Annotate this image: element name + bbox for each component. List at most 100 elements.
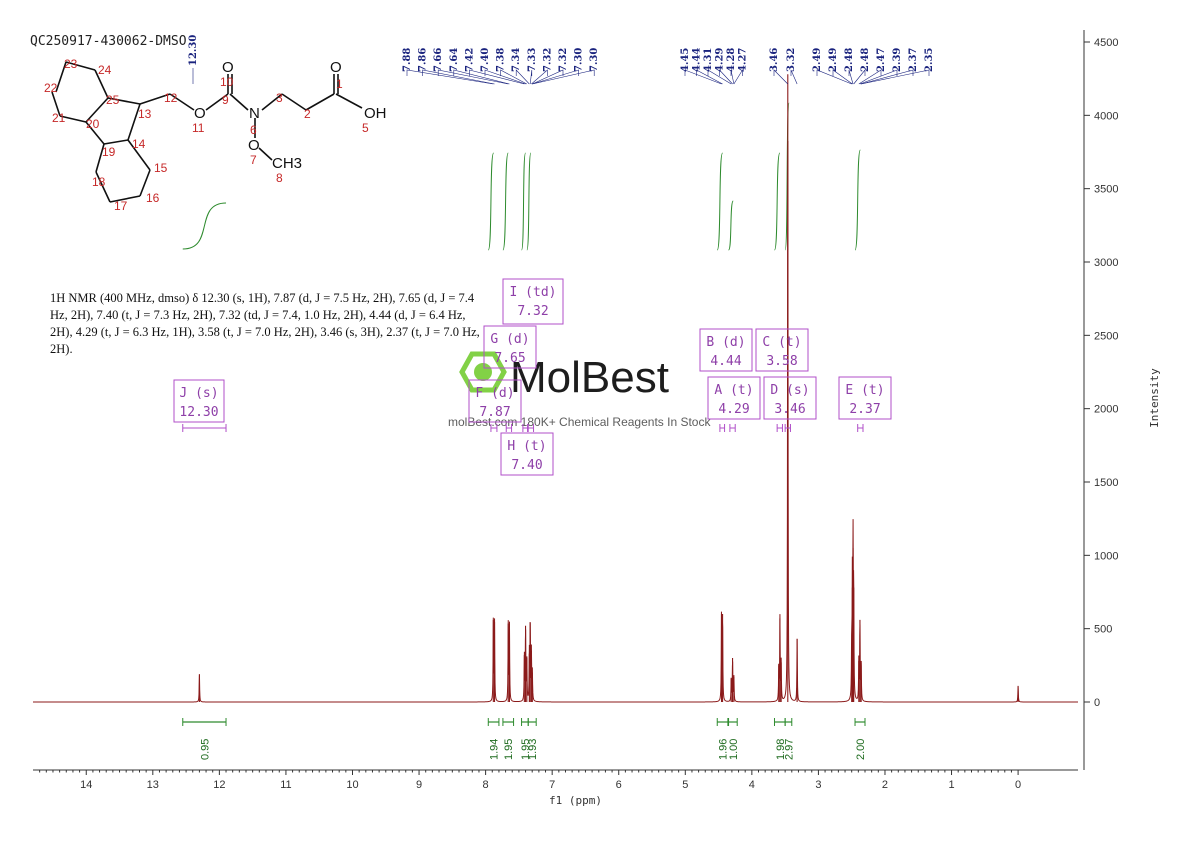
peak-label: 4.31 — [703, 48, 714, 72]
peak-label-leader — [515, 69, 530, 85]
y-tick-label: 0 — [1094, 697, 1100, 709]
svg-text:18: 18 — [92, 175, 106, 189]
svg-text:11: 11 — [192, 121, 205, 135]
peak-label-leader — [531, 69, 548, 85]
x-tick-label: 10 — [346, 779, 358, 791]
integral-value: 1.96 — [718, 739, 730, 760]
multiplet-label: B (d) — [706, 335, 745, 350]
peak-label: 7.32 — [542, 48, 553, 72]
svg-text:CH3: CH3 — [272, 155, 302, 172]
y-tick-label: 3500 — [1094, 184, 1118, 196]
sample-id: QC250917-430062-DMSO — [30, 34, 187, 49]
integral-curve — [487, 152, 495, 251]
x-tick-label: 1 — [948, 779, 954, 791]
peak-label: 7.30 — [574, 48, 585, 72]
x-tick-label: 6 — [616, 779, 622, 791]
peak-label-leader — [773, 69, 789, 85]
peak-label: 2.39 — [892, 48, 903, 72]
integral-bars: 0.95 1.94 1.95 1.951.93 1.961.00 1.982.97 2.00 — [182, 718, 867, 760]
peak-label: 7.64 — [449, 48, 460, 72]
peak-label: 7.42 — [464, 48, 475, 72]
multiplet-shift: 3.46 — [774, 402, 805, 417]
y-tick-label: 4000 — [1094, 110, 1118, 122]
integral-value: 1.00 — [728, 739, 740, 760]
svg-text:OH: OH — [364, 105, 387, 122]
integral-curve — [716, 152, 724, 251]
peak-label-leader — [858, 69, 882, 85]
svg-text:O: O — [248, 137, 260, 154]
integral-value: 0.95 — [199, 739, 211, 760]
svg-text:10: 10 — [220, 75, 234, 89]
peak-label: 7.34 — [511, 48, 522, 72]
multiplet-shift: 4.29 — [718, 402, 749, 417]
peak-label-leader — [500, 69, 527, 85]
x-tick-label: 7 — [549, 779, 555, 791]
svg-text:O: O — [330, 59, 342, 76]
integral-curve — [526, 152, 532, 251]
multiplet-label: I (td) — [510, 285, 557, 300]
x-tick-label: 0 — [1015, 779, 1021, 791]
multiplet-shift: 7.40 — [511, 458, 542, 473]
integral-value: 1.95 — [520, 739, 532, 760]
peak-label-leader — [719, 69, 733, 85]
peak-label-leader — [861, 69, 914, 85]
spectrum-trace — [33, 140, 1078, 703]
integral-value: 1.93 — [527, 739, 539, 760]
integral-curve — [728, 200, 734, 251]
multiplet-box — [502, 278, 564, 325]
peak-label-leader — [859, 69, 898, 85]
svg-text:2: 2 — [304, 107, 311, 121]
peak-label: 4.44 — [692, 48, 703, 72]
multiplet-shift: 7.32 — [517, 304, 548, 319]
peak-label-leader — [484, 69, 526, 85]
integral-value: 1.98 — [775, 739, 787, 760]
multiplet-shift: 2.37 — [849, 402, 880, 417]
peak-label: 7.66 — [433, 48, 444, 72]
peak-label-leader — [790, 69, 798, 85]
peak-label-leader — [469, 69, 525, 85]
peak-label-leader — [861, 69, 930, 85]
integral-curve — [784, 102, 790, 251]
peak-label: 3.32 — [786, 48, 797, 72]
svg-text:7: 7 — [250, 153, 257, 167]
axes: 14 13 12 11 10 9 8 7 6 5 4 3 2 1 005001000150020002500… — [33, 30, 1161, 807]
multiplet-box — [483, 325, 537, 369]
svg-text:23: 23 — [64, 57, 78, 71]
peak-label: 4.29 — [715, 48, 726, 72]
peak-label: 7.32 — [558, 48, 569, 72]
x-tick-label: 9 — [416, 779, 422, 791]
peak-label: 2.35 — [924, 48, 935, 72]
spectrum-line — [33, 74, 1078, 703]
svg-text:24: 24 — [98, 63, 112, 77]
structure-atom-symbols: O O O N OH O CH3 O — [194, 59, 387, 172]
y-tick-label: 2500 — [1094, 330, 1118, 342]
x-tick-label: 8 — [483, 779, 489, 791]
x-tick-label: 12 — [213, 779, 225, 791]
peak-label: 7.30 — [589, 48, 600, 72]
y-tick-label: 1000 — [1094, 550, 1118, 562]
svg-text:N: N — [249, 105, 260, 122]
integral-curves — [182, 102, 861, 251]
integral-value: 1.95 — [503, 739, 515, 760]
integral-value: 1.94 — [489, 739, 501, 760]
peak-label: 7.33 — [527, 48, 538, 72]
peak-label: 2.47 — [876, 48, 887, 72]
watermark-tagline: molBest.com 180K+ Chemical Reagents In S… — [448, 415, 711, 429]
peak-label: 2.37 — [908, 48, 919, 72]
multiplet-box — [763, 376, 817, 420]
svg-text:8: 8 — [276, 171, 283, 185]
multiplet-box — [755, 328, 809, 372]
multiplet-shift: 7.65 — [494, 351, 525, 366]
molbest-logo-dot-icon — [474, 363, 492, 381]
svg-text:17: 17 — [114, 199, 128, 213]
peak-label-leader — [707, 69, 732, 85]
multiplet-shift: 4.44 — [710, 354, 741, 369]
peak-label: 2.49 — [828, 48, 839, 72]
multiplet-shift: 12.30 — [179, 405, 218, 420]
multiplet-box — [173, 379, 225, 423]
structure-atom-numbers: 1 2 3 4 5 6 7 8 9 10 11 12 13 14 15 16 1… — [44, 57, 369, 213]
peak-label: 7.40 — [480, 48, 491, 72]
peak-label-leader — [532, 69, 564, 85]
multiplet-label: D (s) — [770, 383, 809, 398]
